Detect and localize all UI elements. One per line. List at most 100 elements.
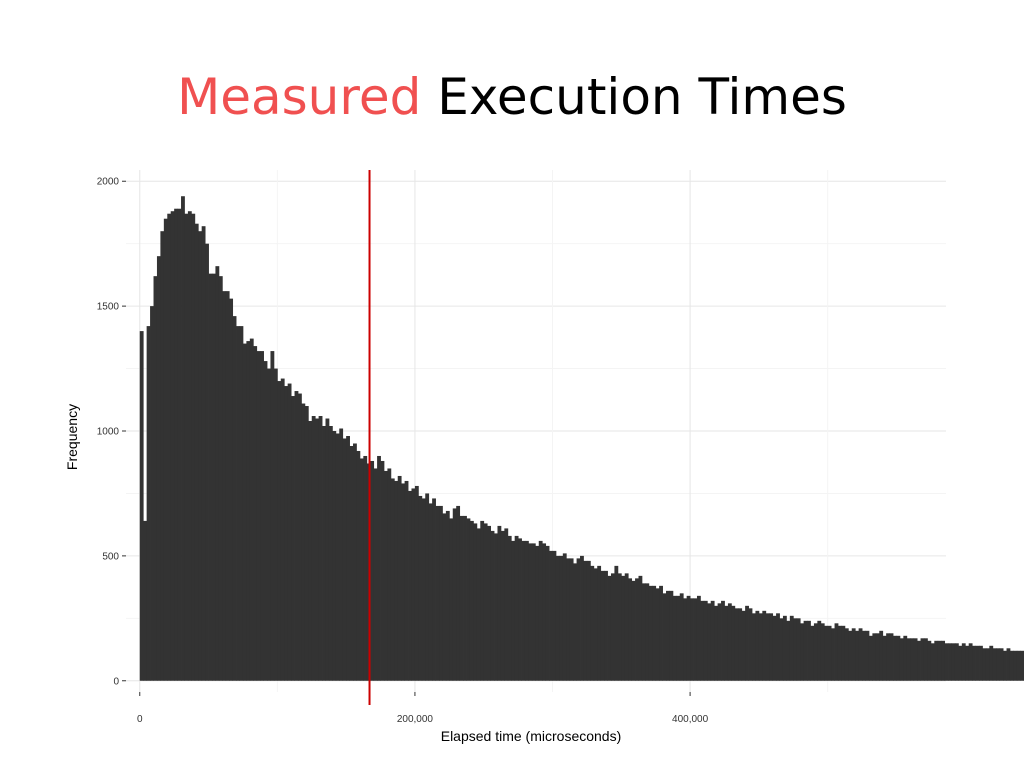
histogram-bar [910,638,915,681]
histogram-bar [459,515,464,681]
histogram-bar [954,643,959,681]
histogram-bar [476,528,481,681]
histogram-bar [913,638,918,681]
histogram-bar [215,266,220,681]
histogram-bar [765,613,770,681]
histogram-bar [666,590,670,681]
histogram-bar [621,575,626,681]
histogram-bar [948,643,952,681]
histogram-bar [191,213,196,681]
histogram-bar [844,628,849,681]
histogram-bar [734,608,739,681]
y-axis-tick-label: 0 [113,676,119,687]
histogram-bar [552,550,557,681]
histogram-bar [273,368,278,681]
histogram-bar [686,595,691,681]
histogram-bar [851,628,856,681]
histogram-bar [242,343,247,681]
histogram-bar [580,555,584,681]
histogram-bar [752,613,756,681]
histogram-bar [277,381,282,681]
histogram-bar [635,578,639,681]
histogram-bar [597,565,602,681]
histogram-bar [779,618,784,681]
histogram-bar [659,585,663,681]
histogram-bar [824,625,829,681]
histogram-bar [414,485,419,681]
histogram-bar [868,635,873,681]
histogram-bar [758,613,763,681]
histogram-bar [232,316,237,681]
histogram-bar [982,648,987,681]
histogram-bar [958,645,963,681]
histogram-bar [401,483,406,681]
histogram-bar [408,490,412,681]
histogram-bar [803,620,808,681]
histogram-bar [834,623,839,681]
histogram-bar [297,393,302,681]
histogram-bar [679,593,684,681]
histogram-bar [370,460,375,681]
histogram-bar [342,438,347,681]
histogram-bar [1020,650,1024,681]
histogram-bar [538,540,543,681]
histogram-bar [600,570,605,681]
histogram-bar [160,231,165,681]
histogram-bar [524,540,529,681]
histogram-bar [535,545,540,681]
slide-title-rest: Execution Times [437,68,847,126]
histogram-bar [669,590,674,681]
histogram-bar [404,480,409,681]
histogram-bar [487,525,491,681]
histogram-bar [463,515,467,681]
histogram-bar [456,505,461,681]
histogram-bar [280,378,285,681]
histogram-bar [899,638,904,681]
histogram-bar [721,600,725,681]
histogram-bar [641,583,646,681]
histogram-bar [573,563,577,681]
histogram-bar [858,628,863,681]
histogram-bar [683,598,688,681]
histogram-bar [380,460,385,681]
histogram-bar [239,326,244,681]
histogram-bar [187,211,192,681]
histogram-bar [421,498,426,681]
histogram-bar [359,458,364,681]
histogram-bar [494,533,498,681]
histogram-bar [256,351,261,681]
histogram-bar [872,633,877,681]
y-axis-tick-label: 2000 [97,177,120,188]
histogram-bar [139,331,144,681]
histogram-bar [363,455,368,681]
histogram-bar [559,555,564,681]
histogram-bar [862,630,866,681]
histogram-bar [696,595,701,681]
histogram-bar [308,421,313,681]
histogram-bar [284,386,289,681]
histogram-bar [325,418,330,681]
histogram-bar [789,615,794,681]
histogram-bar [531,543,536,681]
histogram-bar [304,406,309,681]
histogram-bar [652,585,657,681]
histogram-bar [841,625,846,681]
histogram-bar [813,623,818,681]
histogram-bar [807,620,811,681]
histogram-bar [318,416,323,681]
histogram-bar [473,523,478,681]
histogram-bar [545,545,550,681]
histogram-bar [848,630,853,681]
histogram-bar [397,475,402,681]
histogram-bar [786,620,791,681]
histogram-bar [604,570,608,681]
histogram-bar [937,640,942,681]
histogram-bar [346,435,350,681]
histogram-bar [528,543,533,681]
histogram-bar [879,630,884,681]
histogram-bar [428,503,433,681]
histogram-bar [690,598,694,681]
histogram-bar [167,213,172,681]
histogram-bar [311,416,316,681]
histogram-bar [208,273,213,681]
